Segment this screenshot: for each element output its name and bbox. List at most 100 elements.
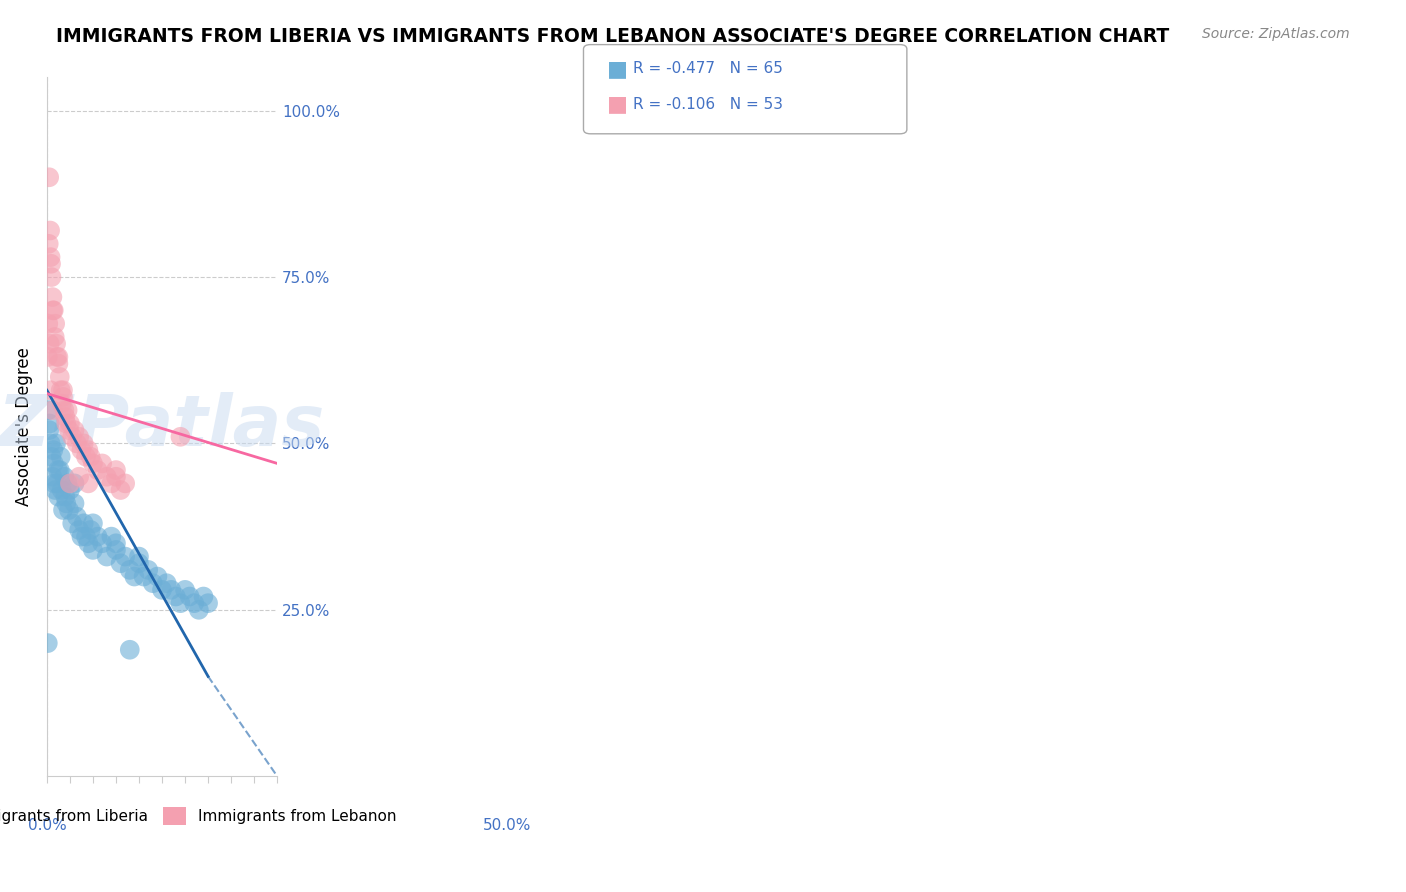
Point [53, 403, 76, 417]
Point [169, 596, 191, 610]
Point [63, 423, 86, 437]
Point [197, 596, 219, 610]
Text: ■: ■ [607, 95, 628, 114]
Point [193, 590, 215, 604]
Point [67, 469, 90, 483]
Point [73, 516, 96, 531]
Point [44, 317, 66, 331]
Point [66, 509, 89, 524]
Point [49, 450, 72, 464]
Point [42, 303, 65, 318]
Point [46, 463, 69, 477]
Point [174, 582, 197, 597]
Y-axis label: Associate's Degree: Associate's Degree [15, 347, 32, 507]
Point [44, 330, 66, 344]
Point [73, 436, 96, 450]
Point [179, 590, 201, 604]
Point [51, 483, 73, 497]
Point [37, 636, 59, 650]
Point [66, 436, 89, 450]
Legend: Immigrants from Liberia, Immigrants from Lebanon: Immigrants from Liberia, Immigrants from… [0, 801, 402, 831]
Point [132, 569, 155, 583]
Point [86, 463, 108, 477]
Point [38, 236, 60, 251]
Point [77, 536, 100, 550]
Point [45, 336, 67, 351]
Point [114, 476, 136, 491]
Point [42, 303, 65, 318]
Point [110, 556, 132, 570]
Point [37, 350, 59, 364]
Text: 50.0%: 50.0% [484, 818, 531, 833]
Point [41, 450, 63, 464]
Point [52, 503, 75, 517]
Point [39, 257, 62, 271]
Text: IMMIGRANTS FROM LIBERIA VS IMMIGRANTS FROM LEBANON ASSOCIATE'S DEGREE CORRELATIO: IMMIGRANTS FROM LIBERIA VS IMMIGRANTS FR… [56, 27, 1170, 45]
Point [67, 523, 90, 537]
Point [60, 430, 83, 444]
Point [39, 383, 62, 397]
Point [41, 403, 63, 417]
Point [59, 483, 82, 497]
Point [82, 516, 104, 531]
Point [86, 530, 108, 544]
Point [37, 317, 59, 331]
Point [67, 430, 90, 444]
Text: R = -0.477   N = 65: R = -0.477 N = 65 [633, 62, 783, 76]
Point [100, 476, 122, 491]
Point [110, 483, 132, 497]
Point [79, 450, 101, 464]
Point [39, 223, 62, 237]
Point [39, 436, 62, 450]
Point [60, 516, 83, 531]
Point [46, 350, 69, 364]
Point [75, 450, 97, 464]
Point [169, 430, 191, 444]
Point [82, 543, 104, 558]
Point [118, 642, 141, 657]
Point [41, 270, 63, 285]
Point [48, 357, 70, 371]
Point [70, 443, 93, 458]
Point [53, 409, 76, 424]
Point [70, 530, 93, 544]
Point [42, 443, 65, 458]
Point [38, 417, 60, 431]
Text: R = -0.106   N = 53: R = -0.106 N = 53 [633, 97, 783, 112]
Point [55, 417, 77, 431]
Point [114, 549, 136, 564]
Point [49, 383, 72, 397]
Text: ■: ■ [607, 59, 628, 78]
Point [49, 463, 72, 477]
Point [53, 469, 76, 483]
Point [104, 543, 127, 558]
Point [118, 563, 141, 577]
Point [48, 350, 70, 364]
Point [58, 503, 80, 517]
Text: Source: ZipAtlas.com: Source: ZipAtlas.com [1202, 27, 1350, 41]
Point [183, 596, 205, 610]
Point [52, 383, 75, 397]
Point [124, 569, 146, 583]
Point [45, 436, 67, 450]
Point [187, 603, 209, 617]
Point [146, 569, 169, 583]
Point [104, 469, 127, 483]
Point [77, 476, 100, 491]
Point [96, 549, 118, 564]
Point [63, 496, 86, 510]
Point [38, 336, 60, 351]
Point [39, 250, 62, 264]
Point [91, 536, 114, 550]
Point [128, 556, 150, 570]
Point [56, 403, 79, 417]
Point [82, 457, 104, 471]
Point [46, 476, 69, 491]
Point [55, 496, 77, 510]
Point [96, 469, 118, 483]
Point [63, 476, 86, 491]
Point [48, 490, 70, 504]
Point [128, 549, 150, 564]
Point [142, 576, 165, 591]
Point [136, 563, 159, 577]
